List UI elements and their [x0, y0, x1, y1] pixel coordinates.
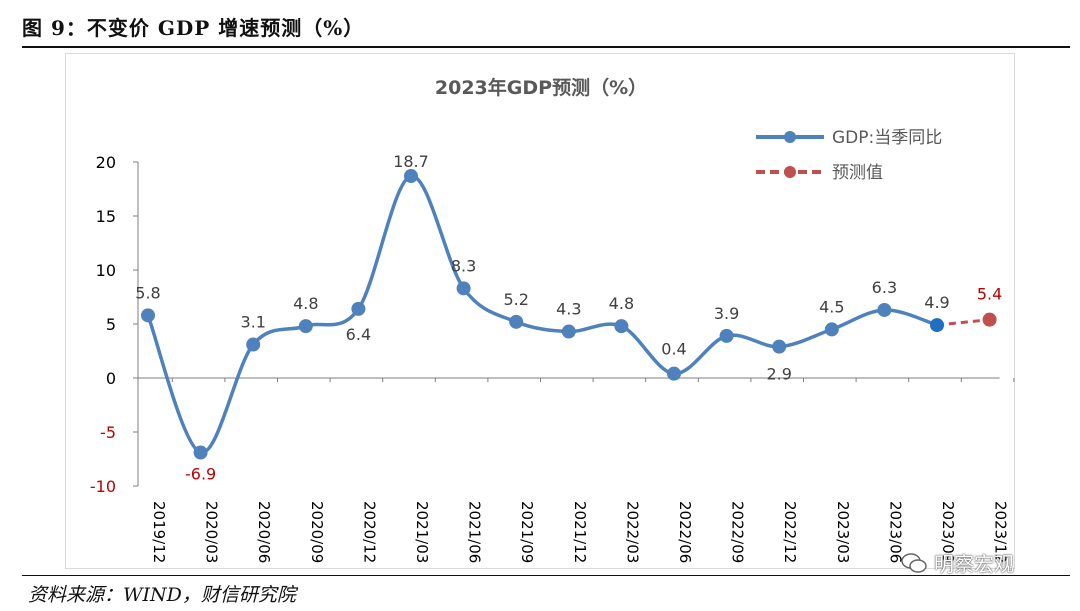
chart-frame: 2023年GDP预测（%） -10 -5 0 5 10 15 20 2019/12 2020/03… [65, 53, 1015, 569]
y-tick-label: 20 [96, 153, 116, 172]
y-tick-label: 0 [106, 369, 116, 388]
x-tick-label: 2020/03 [203, 501, 221, 563]
gdp-point [298, 319, 313, 334]
y-tick-label: -5 [100, 423, 116, 442]
gdp-data-label: 4.5 [819, 297, 844, 316]
gdp-line-chart: 2023年GDP预测（%） -10 -5 0 5 10 15 20 2019/12 2020/03… [90, 76, 1015, 563]
legend-gdp-marker [784, 131, 796, 143]
forecast-point [982, 312, 997, 327]
x-tick-label: 2020/06 [255, 501, 273, 563]
y-tick-label: 5 [106, 315, 116, 334]
gdp-point [246, 337, 261, 352]
gdp-data-label: 4.3 [556, 300, 581, 319]
gdp-point [561, 324, 576, 339]
gdp-point [509, 314, 524, 329]
x-tick-label: 2023/06 [886, 501, 904, 563]
gdp-data-label: 5.2 [503, 290, 528, 309]
gdp-data-label: 4.8 [609, 294, 634, 313]
x-tick-label: 2020/09 [308, 501, 326, 563]
x-tick-label: 2022/06 [676, 501, 694, 563]
gdp-point [772, 339, 787, 354]
legend-gdp-label: GDP:当季同比 [832, 128, 942, 148]
x-tick-label: 2021/03 [413, 501, 431, 563]
gdp-point [824, 322, 839, 337]
forecast-data-label: 5.4 [977, 285, 1002, 304]
gdp-data-label: 3.1 [240, 313, 265, 332]
x-tick-label: 2020/12 [360, 501, 378, 563]
x-tick-label: 2023/09 [939, 501, 957, 563]
gdp-data-label: 4.9 [924, 293, 949, 312]
gdp-data-label: 2.9 [766, 365, 791, 384]
x-tick-label: 2021/09 [518, 501, 536, 563]
top-rule [22, 46, 1070, 48]
gdp-data-label: 6.3 [872, 278, 897, 297]
y-tick-label: -10 [90, 477, 116, 496]
y-tick-label: 10 [96, 261, 116, 280]
gdp-point [667, 366, 681, 381]
wechat-icon [901, 552, 927, 573]
legend-forecast-marker [784, 166, 796, 178]
watermark: 明察宏观 [900, 548, 1014, 577]
x-tick-label: 2019/12 [150, 501, 168, 563]
x-tick-label: 2022/03 [623, 501, 641, 563]
gdp-data-label: 0.4 [661, 340, 686, 359]
gdp-data-label: 3.9 [714, 304, 739, 323]
x-tick-label: 2021/12 [571, 501, 589, 563]
gdp-point [456, 281, 471, 296]
x-tick-label: 2022/09 [729, 501, 747, 563]
gdp-point [614, 319, 629, 334]
gdp-point [193, 445, 208, 460]
gdp-data-label: 4.8 [293, 294, 318, 313]
gdp-point [404, 169, 418, 184]
y-tick-label: 15 [96, 207, 116, 226]
gdp-point [877, 302, 892, 317]
x-tick-label: 2022/12 [781, 501, 799, 563]
bottom-rule [22, 575, 1070, 576]
gdp-data-label: 18.7 [393, 152, 429, 171]
gdp-point [141, 308, 155, 323]
figure-title: 图 9：不变价 GDP 增速预测（%） [22, 16, 365, 40]
forecast-line [936, 318, 990, 327]
gdp-data-label: 5.8 [135, 283, 160, 302]
gdp-point [351, 301, 366, 316]
source-note: 资料来源：WIND，财信研究院 [28, 584, 296, 606]
x-tick-label: 2023/12 [992, 501, 1010, 563]
gdp-data-label: 6.4 [346, 325, 371, 344]
x-tick-label: 2023/03 [834, 501, 852, 563]
gdp-point [930, 318, 944, 333]
chart-title: 2023年GDP预测（%） [435, 76, 647, 99]
gdp-data-label: 8.3 [451, 256, 476, 275]
legend-forecast-label: 预测值 [832, 163, 883, 183]
gdp-data-label: -6.9 [185, 465, 216, 484]
gdp-point [719, 328, 734, 343]
watermark-text: 明察宏观 [934, 552, 1014, 576]
x-tick-label: 2021/06 [466, 501, 484, 563]
